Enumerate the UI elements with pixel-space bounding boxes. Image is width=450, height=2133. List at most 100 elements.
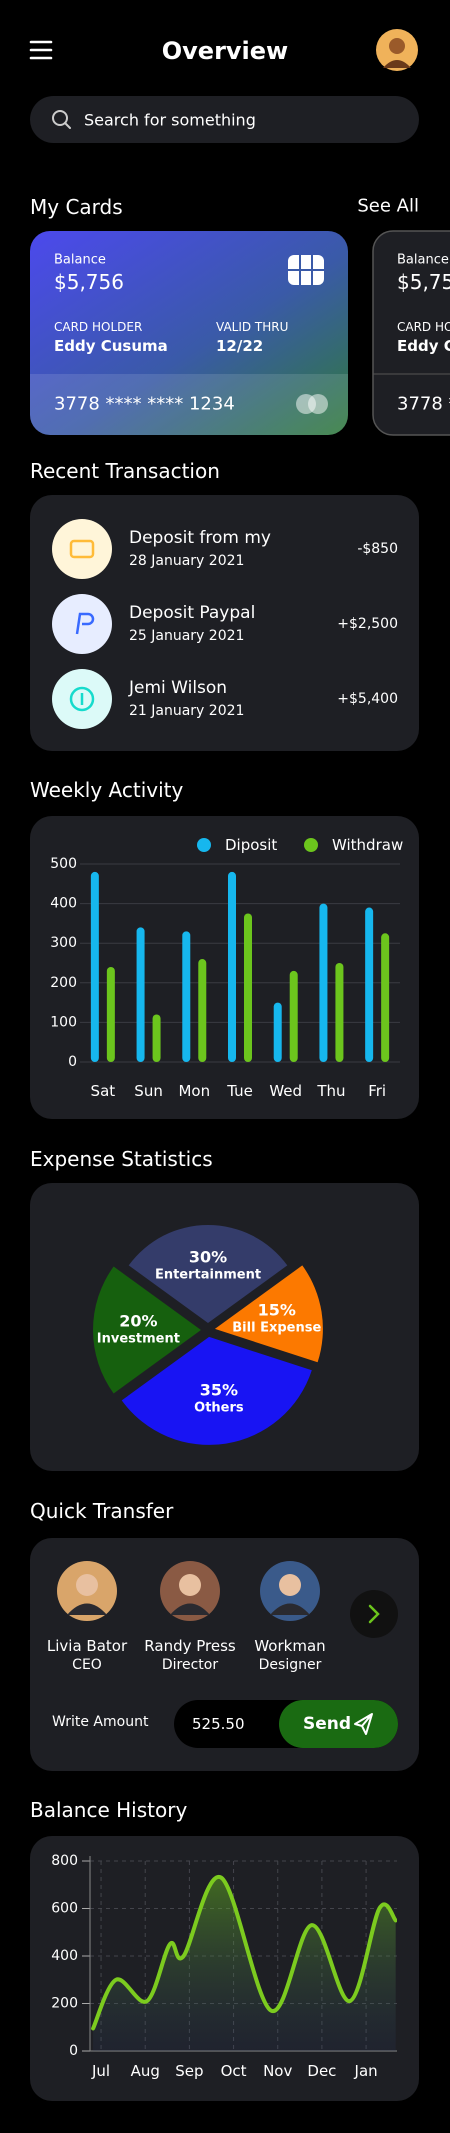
avatar-face bbox=[76, 1574, 98, 1596]
see-all-link[interactable]: See All bbox=[357, 196, 419, 217]
slice-category-label: Others bbox=[194, 1400, 244, 1415]
line-area bbox=[93, 1876, 396, 2051]
search-placeholder: Search for something bbox=[84, 111, 256, 130]
chip-lines bbox=[288, 255, 324, 285]
bar bbox=[152, 1014, 161, 1062]
card-holder-label: CARD HOLDER bbox=[54, 320, 142, 334]
x-tick-label: Nov bbox=[263, 2062, 292, 2080]
pie-slice bbox=[93, 1266, 201, 1394]
card-valid-label: VALID THRU bbox=[216, 320, 288, 334]
bar bbox=[381, 933, 390, 1062]
y-tick-label: 500 bbox=[50, 856, 77, 872]
pie-slice bbox=[121, 1336, 312, 1445]
x-tick-label: Jul bbox=[91, 2062, 110, 2080]
search-icon bbox=[52, 110, 68, 126]
section-title: Quick Transfer bbox=[30, 1499, 174, 1523]
avatar-body bbox=[67, 1603, 107, 1615]
legend-marker bbox=[304, 838, 318, 852]
x-tick-label: Mon bbox=[178, 1082, 210, 1100]
amount-label: Write Amount bbox=[52, 1714, 149, 1730]
credit-card[interactable] bbox=[372, 230, 450, 436]
transaction-name: Deposit Paypal bbox=[129, 603, 255, 623]
bar bbox=[365, 907, 374, 1062]
x-tick-label: Tue bbox=[226, 1082, 253, 1100]
card-holder: Eddy Cusuma bbox=[397, 337, 450, 355]
send-icon bbox=[354, 1713, 373, 1735]
card-number: 3778 **** **** 1234 bbox=[397, 394, 450, 415]
bar bbox=[244, 913, 252, 1062]
x-tick-label: Wed bbox=[269, 1082, 302, 1100]
avatar-face bbox=[389, 38, 405, 54]
card-logo bbox=[308, 394, 328, 414]
bar bbox=[273, 1002, 282, 1062]
contact-name: Randy Press bbox=[144, 1637, 236, 1655]
y-tick-label: 600 bbox=[51, 1901, 78, 1917]
contact-name: Workman bbox=[254, 1637, 325, 1655]
slice-value-label: 35% bbox=[200, 1380, 238, 1399]
chevron-icon bbox=[368, 1604, 380, 1624]
y-tick-label: 0 bbox=[68, 1054, 77, 1070]
slice-category-label: Investment bbox=[97, 1332, 180, 1347]
card-valid: 12/22 bbox=[216, 337, 263, 355]
bar bbox=[136, 927, 145, 1062]
transaction-icon bbox=[52, 519, 112, 579]
chart-title: Weekly Activity bbox=[30, 778, 184, 802]
card-balance: $5,756 bbox=[397, 270, 450, 294]
y-tick-label: 400 bbox=[51, 1948, 78, 1964]
bar bbox=[228, 871, 236, 1062]
x-tick-label: Aug bbox=[131, 2062, 160, 2080]
legend-marker bbox=[197, 838, 211, 852]
transaction-name: Deposit from my bbox=[129, 528, 271, 548]
chart-title: Balance History bbox=[30, 1798, 187, 1822]
pie-slice bbox=[128, 1225, 288, 1323]
y-tick-label: 300 bbox=[50, 935, 77, 951]
avatar-face bbox=[279, 1574, 301, 1596]
search-icon bbox=[64, 122, 71, 129]
x-tick-label: Thu bbox=[316, 1082, 345, 1100]
avatar-face bbox=[179, 1574, 201, 1596]
bar bbox=[335, 963, 344, 1062]
page-title: Overview bbox=[162, 37, 288, 65]
card-balance-label: Balance bbox=[397, 253, 449, 268]
pie-slice bbox=[214, 1265, 323, 1363]
slice-category-label: Bill Expense bbox=[232, 1321, 321, 1336]
bar bbox=[198, 959, 207, 1062]
icon-glyph bbox=[69, 686, 95, 712]
bar bbox=[106, 966, 115, 1062]
chart-title: Expense Statistics bbox=[30, 1147, 213, 1171]
legend-label: Withdraw bbox=[332, 836, 403, 854]
card-number: 3778 **** **** 1234 bbox=[54, 394, 235, 415]
x-tick-label: Sep bbox=[175, 2062, 203, 2080]
card-holder-label: CARD HOLDER bbox=[397, 320, 450, 334]
card-holder: Eddy Cusuma bbox=[54, 337, 168, 355]
card-balance: $5,756 bbox=[54, 270, 124, 294]
avatar-body bbox=[270, 1603, 310, 1615]
contact-role: Director bbox=[162, 1657, 218, 1673]
x-tick-label: Fri bbox=[368, 1082, 386, 1100]
slice-value-label: 15% bbox=[258, 1301, 296, 1320]
icon-glyph bbox=[69, 539, 95, 559]
contact-name: Livia Bator bbox=[47, 1637, 128, 1655]
y-tick-label: 400 bbox=[50, 896, 77, 912]
y-tick-label: 100 bbox=[50, 1014, 77, 1030]
legend-label: Diposit bbox=[225, 836, 277, 854]
bar bbox=[182, 931, 191, 1062]
contact-role: CEO bbox=[72, 1657, 102, 1673]
x-tick-label: Jan bbox=[354, 2062, 378, 2080]
send-button[interactable] bbox=[279, 1700, 398, 1748]
next-button[interactable] bbox=[350, 1590, 398, 1638]
x-tick-label: Oct bbox=[221, 2062, 247, 2080]
amount-value: 525.50 bbox=[192, 1715, 245, 1733]
transaction-amount: -$850 bbox=[357, 541, 398, 557]
y-tick-label: 800 bbox=[51, 1853, 78, 1869]
search-bar[interactable] bbox=[30, 96, 419, 143]
slice-category-label: Entertainment bbox=[155, 1268, 261, 1283]
credit-card[interactable] bbox=[30, 231, 348, 435]
transaction-date: 25 January 2021 bbox=[129, 628, 244, 644]
send-label: Send bbox=[303, 1714, 351, 1734]
avatar-body bbox=[170, 1603, 210, 1615]
slice-value-label: 20% bbox=[119, 1312, 157, 1331]
bar bbox=[289, 970, 298, 1062]
